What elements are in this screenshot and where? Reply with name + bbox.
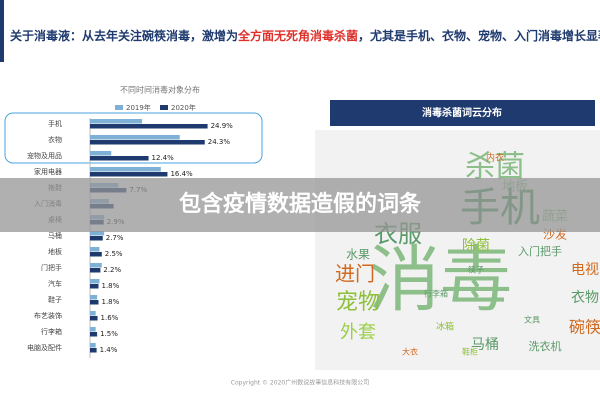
bar bbox=[90, 151, 112, 156]
footer: Copyright © 2020广州数说故事信息科技有限公司 bbox=[231, 379, 369, 387]
title-part: ，尤其是手机、衣物、宠物、入门消毒增长显著 bbox=[358, 28, 600, 43]
bar bbox=[90, 156, 149, 161]
bar bbox=[90, 332, 98, 337]
bar bbox=[90, 279, 100, 284]
bar bbox=[90, 140, 205, 145]
bar bbox=[90, 247, 100, 252]
value-label: 24.9% bbox=[211, 122, 234, 130]
bar bbox=[90, 124, 208, 129]
bar bbox=[90, 284, 99, 289]
bar bbox=[90, 263, 102, 268]
bar bbox=[90, 172, 168, 177]
cloud-word: 消毒 bbox=[368, 238, 512, 322]
y-tick-label: 衣物 bbox=[48, 135, 62, 144]
value-label: 1.5% bbox=[100, 330, 118, 338]
y-tick-label: 行李箱 bbox=[41, 327, 62, 336]
bar bbox=[90, 119, 142, 124]
value-label: 2.2% bbox=[103, 266, 121, 274]
legend-label: 2020年 bbox=[171, 103, 196, 112]
bar bbox=[90, 300, 99, 305]
chart-title: 不同时间消毒对象分布 bbox=[120, 85, 200, 95]
cloud-word: 内衣 bbox=[486, 152, 504, 164]
value-label: 1.8% bbox=[102, 282, 120, 290]
value-label: 24.3% bbox=[208, 138, 231, 146]
y-tick-label: 鞋子 bbox=[48, 295, 62, 304]
title-part: 关于消毒液：从去年关注碗筷消毒，激增为 bbox=[10, 28, 238, 43]
highlight-box bbox=[4, 112, 263, 164]
cloud-word: 洗衣机 bbox=[529, 339, 562, 353]
panel-title: 消毒杀菌词云分布 bbox=[422, 106, 502, 119]
bar bbox=[90, 311, 96, 316]
cloud-word: 冰箱 bbox=[436, 321, 454, 333]
value-label: 1.8% bbox=[102, 298, 120, 306]
cloud-word: 大衣 bbox=[402, 347, 418, 357]
y-tick-label: 汽车 bbox=[48, 279, 62, 288]
y-tick-label: 马桶 bbox=[48, 231, 62, 240]
cloud-word: 进门 bbox=[335, 262, 375, 286]
bar bbox=[90, 252, 102, 257]
bar bbox=[90, 295, 98, 300]
value-label: 16.4% bbox=[170, 170, 193, 178]
cloud-word: 入门把手 bbox=[518, 244, 562, 258]
banner-text: 包含疫情数据造假的词条 bbox=[179, 191, 422, 217]
banner-band bbox=[0, 178, 600, 232]
bar bbox=[90, 135, 180, 140]
bar bbox=[90, 231, 105, 236]
cloud-word: 鞋柜 bbox=[462, 347, 478, 357]
y-tick-label: 布艺装饰 bbox=[34, 311, 62, 320]
cloud-word: 行李箱 bbox=[424, 289, 448, 299]
cloud-word: 文具 bbox=[524, 315, 540, 325]
y-tick-label: 门把手 bbox=[41, 263, 62, 272]
y-tick-label: 手机 bbox=[48, 119, 62, 128]
cloud-word: 马桶 bbox=[471, 337, 499, 353]
cloud-word: 筷子 bbox=[468, 265, 484, 275]
y-tick-label: 电脑及配件 bbox=[27, 343, 62, 352]
cloud-word: 水果 bbox=[346, 248, 370, 262]
bar bbox=[90, 316, 98, 321]
y-tick-label: 宠物及用品 bbox=[27, 151, 62, 160]
bar bbox=[90, 236, 103, 241]
bar bbox=[90, 268, 101, 273]
cloud-word: 碗筷 bbox=[569, 318, 600, 337]
y-tick-label: 地板 bbox=[48, 247, 62, 256]
value-label: 1.6% bbox=[101, 314, 119, 322]
cloud-word: 衣物 bbox=[571, 290, 599, 306]
cloud-word: 外套 bbox=[340, 322, 376, 343]
legend-label: 2019年 bbox=[126, 103, 151, 112]
value-label: 2.7% bbox=[106, 234, 124, 242]
cloud-word: 除菌 bbox=[462, 238, 490, 254]
y-tick-label: 家用电器 bbox=[34, 167, 62, 176]
value-label: 12.4% bbox=[152, 154, 175, 162]
cloud-area bbox=[315, 130, 600, 370]
header-title: 关于消毒液：从去年关注碗筷消毒，激增为全方面无死角消毒杀菌，尤其是手机、衣物、宠… bbox=[10, 28, 600, 43]
accent-bar bbox=[0, 0, 4, 62]
cloud-word: 电视 bbox=[571, 262, 599, 278]
value-label: 1.4% bbox=[100, 346, 118, 354]
cloud-word: 宠物 bbox=[336, 290, 380, 315]
bar bbox=[90, 348, 97, 353]
bar bbox=[90, 327, 96, 332]
legend-swatch bbox=[160, 105, 168, 110]
legend-swatch bbox=[115, 105, 123, 110]
value-label: 2.5% bbox=[105, 250, 123, 258]
title-highlight: 全方面无死角消毒杀菌 bbox=[237, 28, 358, 43]
bar bbox=[90, 167, 161, 172]
panel-header bbox=[330, 100, 595, 126]
bar bbox=[90, 343, 96, 348]
